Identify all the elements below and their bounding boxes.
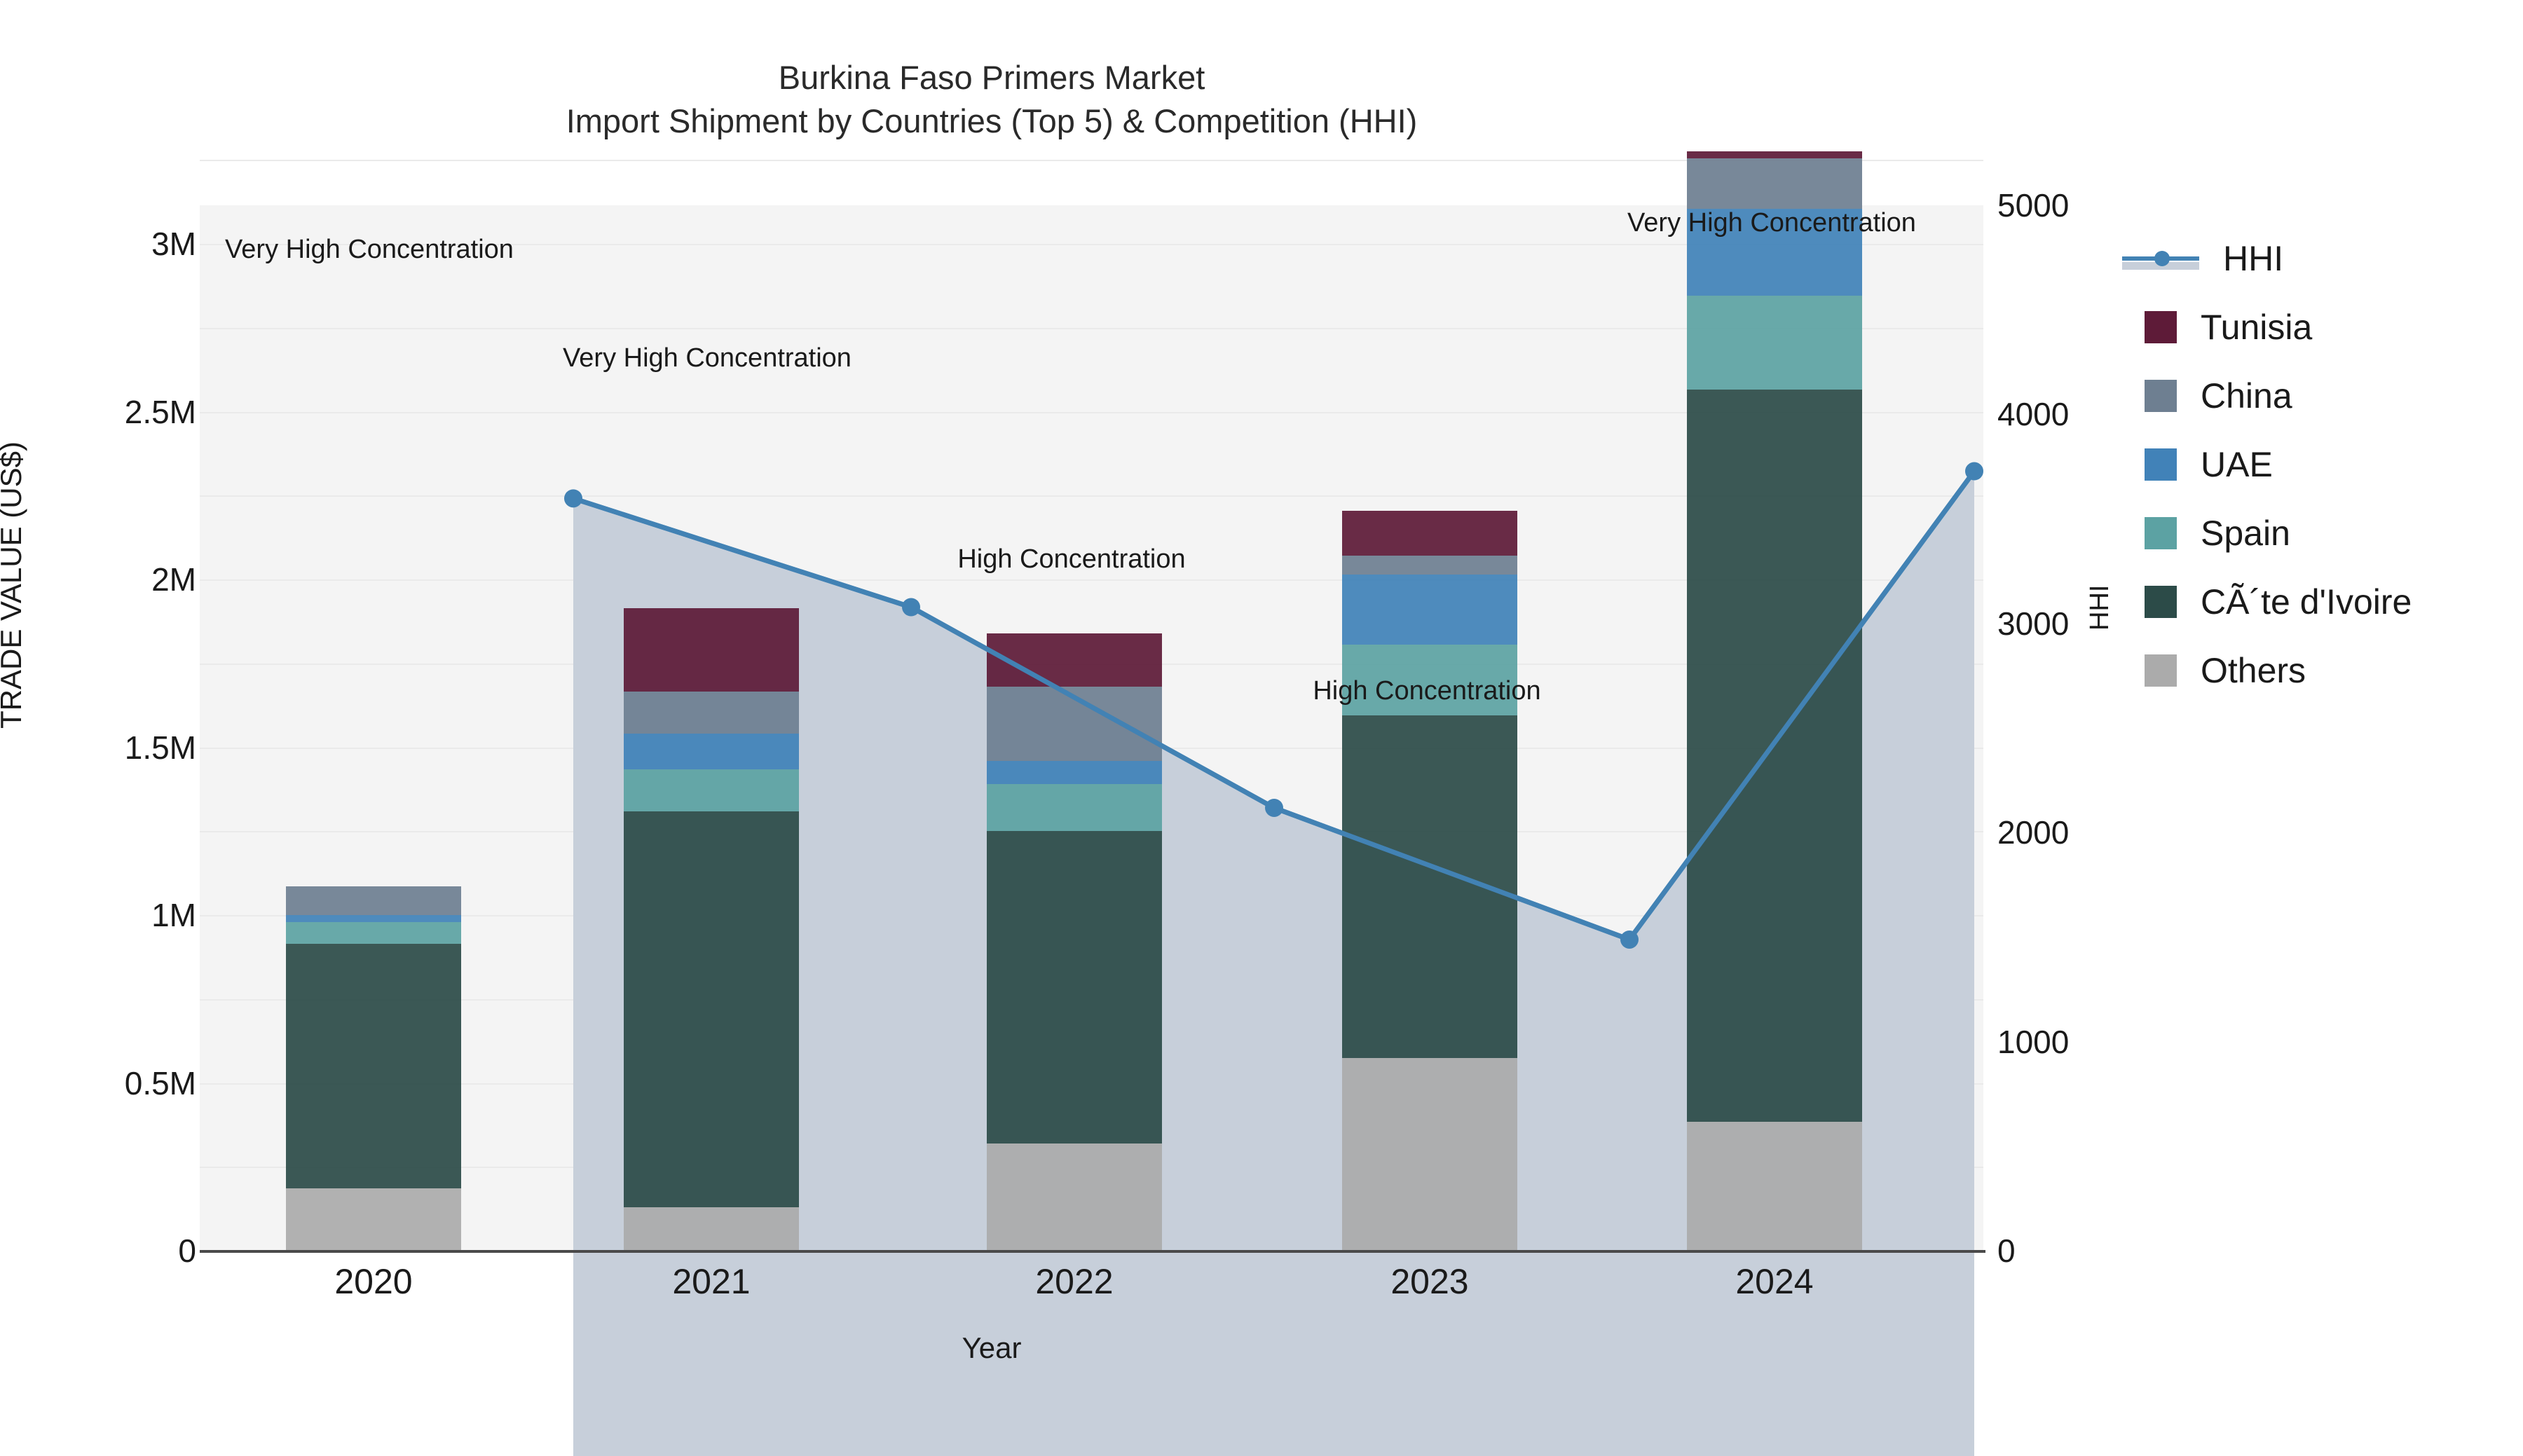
hhi-line-icon <box>2122 242 2199 275</box>
bar-segment[interactable] <box>1342 715 1517 1058</box>
legend: HHI Tunisia China UAE Spain CÃ´te d'Ivoire Oth… <box>2122 224 2523 705</box>
x-axis-line <box>200 1250 1985 1253</box>
bar-segment[interactable] <box>624 811 799 1207</box>
legend-item[interactable]: Tunisia <box>2145 293 2523 362</box>
legend-item[interactable]: UAE <box>2145 430 2523 499</box>
legend-label: UAE <box>2201 445 2273 484</box>
hhi-marker[interactable] <box>902 598 920 617</box>
y-axis-tick-right: 3000 <box>1997 605 2070 642</box>
legend-swatch <box>2145 380 2177 412</box>
gridline <box>200 411 1983 413</box>
chart-title: Burkina Faso Primers Market Import Shipm… <box>0 56 1983 143</box>
x-axis-tick: 2022 <box>1035 1262 1114 1301</box>
bar-segment[interactable] <box>987 633 1162 687</box>
bar-segment[interactable] <box>624 692 799 734</box>
chart-title-line-1: Burkina Faso Primers Market <box>778 59 1205 96</box>
bar-segment[interactable] <box>286 921 461 944</box>
bar-segment[interactable] <box>286 886 461 915</box>
legend-label: Others <box>2201 651 2306 690</box>
y-axis-tick-left: 2M <box>151 561 196 598</box>
bar-segment[interactable] <box>624 769 799 811</box>
x-axis-label: Year <box>962 1331 1022 1364</box>
bar-segment[interactable] <box>1342 574 1517 645</box>
bar-segment[interactable] <box>286 1188 461 1251</box>
gridline <box>200 244 1983 245</box>
bar-segment[interactable] <box>1687 1121 1862 1251</box>
y-axis-tick-left: 0.5M <box>124 1064 196 1101</box>
bar-segment[interactable] <box>1687 390 1862 1122</box>
legend-swatch <box>2145 586 2177 618</box>
y-axis-tick-right: 1000 <box>1997 1023 2070 1060</box>
bar-segment[interactable] <box>286 943 461 1189</box>
bar-segment[interactable] <box>1342 510 1517 556</box>
legend-swatch <box>2145 517 2177 549</box>
y-axis-tick-right: 0 <box>1997 1232 2016 1269</box>
chart-canvas: Burkina Faso Primers Market Import Shipm… <box>0 56 2523 1456</box>
x-axis-tick: 2021 <box>672 1262 751 1301</box>
legend-swatch <box>2145 311 2177 343</box>
bar-segment[interactable] <box>1687 208 1862 296</box>
bar-segment[interactable] <box>624 1207 799 1251</box>
concentration-annotation: High Concentration <box>1313 675 1541 706</box>
y-axis-tick-right: 4000 <box>1997 396 2070 433</box>
y-axis-tick-left: 1.5M <box>124 729 196 766</box>
legend-label: HHI <box>2223 239 2284 278</box>
legend-label: Tunisia <box>2201 308 2313 347</box>
bar-segment[interactable] <box>1342 556 1517 575</box>
legend-item[interactable]: Others <box>2145 636 2523 705</box>
gridline <box>200 327 1983 329</box>
legend-swatch <box>2145 448 2177 481</box>
legend-item[interactable]: HHI <box>2122 224 2523 293</box>
plot-area <box>200 151 1983 1456</box>
y-axis-tick-left: 2.5M <box>124 393 196 430</box>
concentration-annotation: Very High Concentration <box>563 343 852 373</box>
legend-label: CÃ´te d'Ivoire <box>2201 582 2412 621</box>
hhi-marker[interactable] <box>1965 462 1983 481</box>
y-axis-label-right: HHI <box>2085 584 2114 631</box>
bar-segment[interactable] <box>1687 158 1862 209</box>
x-axis-tick: 2020 <box>334 1262 413 1301</box>
x-axis-tick: 2024 <box>1735 1262 1814 1301</box>
bar-segment[interactable] <box>1342 1057 1517 1251</box>
legend-label: Spain <box>2201 514 2290 553</box>
hhi-marker[interactable] <box>564 489 582 508</box>
legend-item[interactable]: CÃ´te d'Ivoire <box>2145 568 2523 636</box>
bar-segment[interactable] <box>624 734 799 769</box>
y-axis-tick-left: 1M <box>151 897 196 933</box>
y-axis-tick-left: 0 <box>178 1232 196 1269</box>
concentration-annotation: Very High Concentration <box>225 235 514 265</box>
bar-segment[interactable] <box>987 687 1162 761</box>
gridline <box>200 160 1983 162</box>
bar-segment[interactable] <box>624 607 799 692</box>
chart-title-line-2: Import Shipment by Countries (Top 5) & C… <box>566 102 1418 140</box>
bar-segment[interactable] <box>1687 151 1862 158</box>
hhi-marker[interactable] <box>1265 798 1283 817</box>
bar-segment[interactable] <box>987 831 1162 1143</box>
concentration-annotation: Very High Concentration <box>1627 207 1916 238</box>
concentration-annotation: High Concentration <box>957 544 1186 574</box>
bar-segment[interactable] <box>987 1143 1162 1251</box>
bar-segment[interactable] <box>1687 296 1862 390</box>
y-axis-tick-right: 5000 <box>1997 187 2070 224</box>
legend-swatch <box>2145 654 2177 687</box>
bar-segment[interactable] <box>987 784 1162 832</box>
hhi-marker[interactable] <box>1620 930 1639 949</box>
y-axis-tick-right: 2000 <box>1997 814 2070 851</box>
x-axis-tick: 2023 <box>1390 1262 1469 1301</box>
legend-item[interactable]: China <box>2145 362 2523 430</box>
bar-segment[interactable] <box>987 760 1162 785</box>
y-axis-tick-left: 3M <box>151 226 196 262</box>
bar-segment[interactable] <box>286 915 461 922</box>
legend-item[interactable]: Spain <box>2145 499 2523 568</box>
legend-label: China <box>2201 376 2292 415</box>
